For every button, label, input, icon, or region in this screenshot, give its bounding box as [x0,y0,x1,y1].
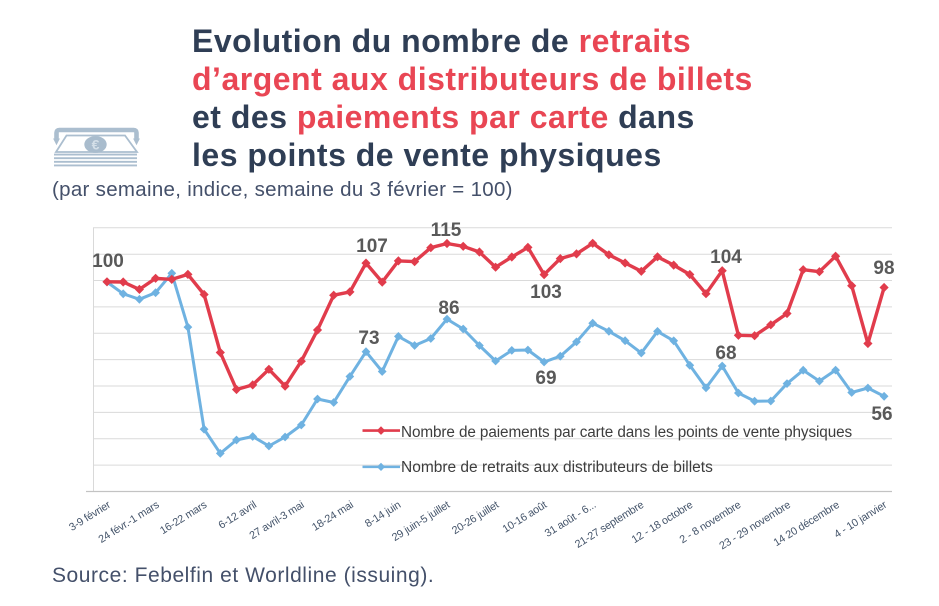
svg-text:€: € [92,137,100,153]
